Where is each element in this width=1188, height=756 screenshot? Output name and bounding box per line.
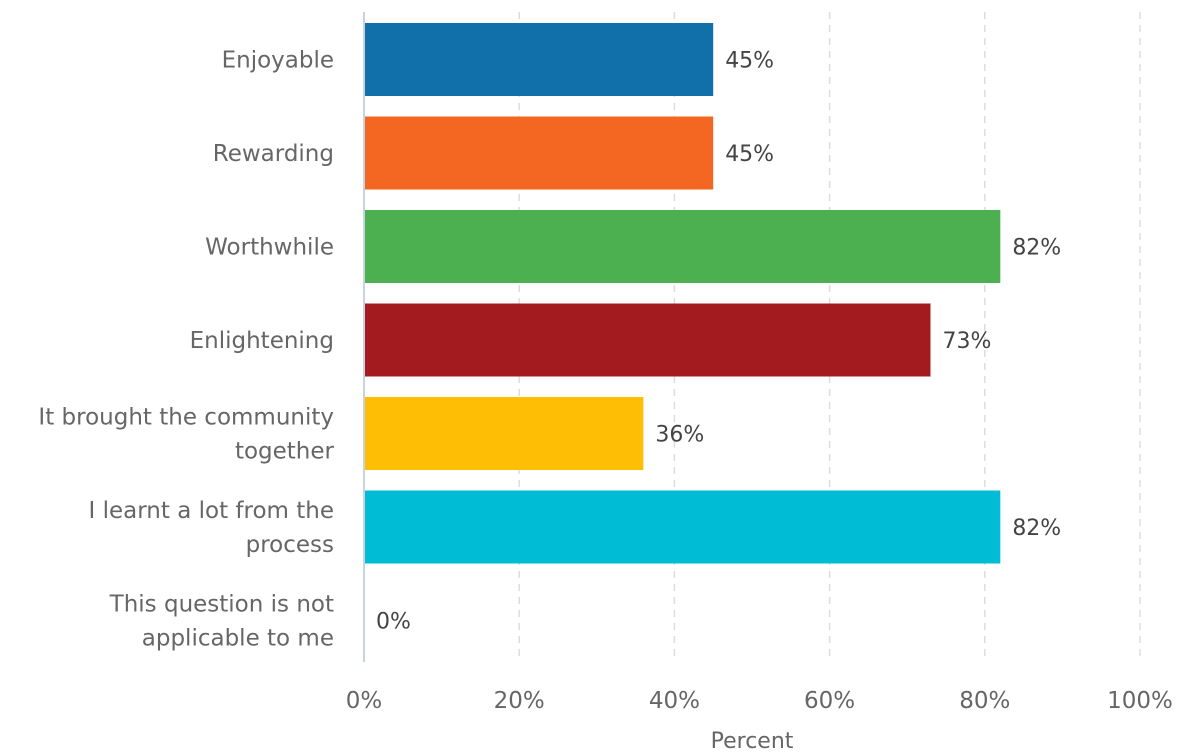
x-tick-label: 80% [959, 688, 1010, 714]
category-label: I learnt a lot from the process [89, 498, 334, 558]
x-tick-label: 0% [346, 688, 383, 714]
value-labels: 45% 45% 82% 73% 36% 82% 0% [376, 49, 1061, 635]
category-label: Enjoyable [222, 48, 334, 74]
value-label: 82% [1012, 236, 1061, 261]
x-tick-labels: 0% 20% 40% 60% 80% 100% [346, 688, 1173, 714]
category-label: Worthwhile [205, 235, 334, 261]
bar [365, 303, 931, 377]
bar [365, 210, 1001, 283]
bar [365, 397, 644, 470]
x-axis-title: Percent [711, 729, 794, 754]
category-label: This question is not applicable to me [109, 592, 334, 652]
value-label: 45% [725, 142, 774, 167]
category-label: It brought the community together [38, 405, 334, 465]
bar [365, 23, 714, 96]
category-label: Enlightening [190, 328, 334, 354]
value-label: 0% [376, 610, 411, 635]
x-tick-label: 20% [494, 688, 545, 714]
x-tick-label: 100% [1107, 688, 1173, 714]
category-label: Rewarding [213, 141, 334, 167]
bar [365, 490, 1001, 564]
x-tick-label: 40% [649, 688, 700, 714]
value-label: 82% [1012, 516, 1061, 541]
x-tick-label: 60% [804, 688, 855, 714]
bars [365, 23, 1001, 564]
value-label: 36% [655, 423, 704, 448]
category-labels: Enjoyable Rewarding Worthwhile Enlightening… [38, 48, 334, 652]
bar [365, 116, 714, 190]
value-label: 45% [725, 49, 774, 74]
value-label: 73% [942, 329, 991, 354]
